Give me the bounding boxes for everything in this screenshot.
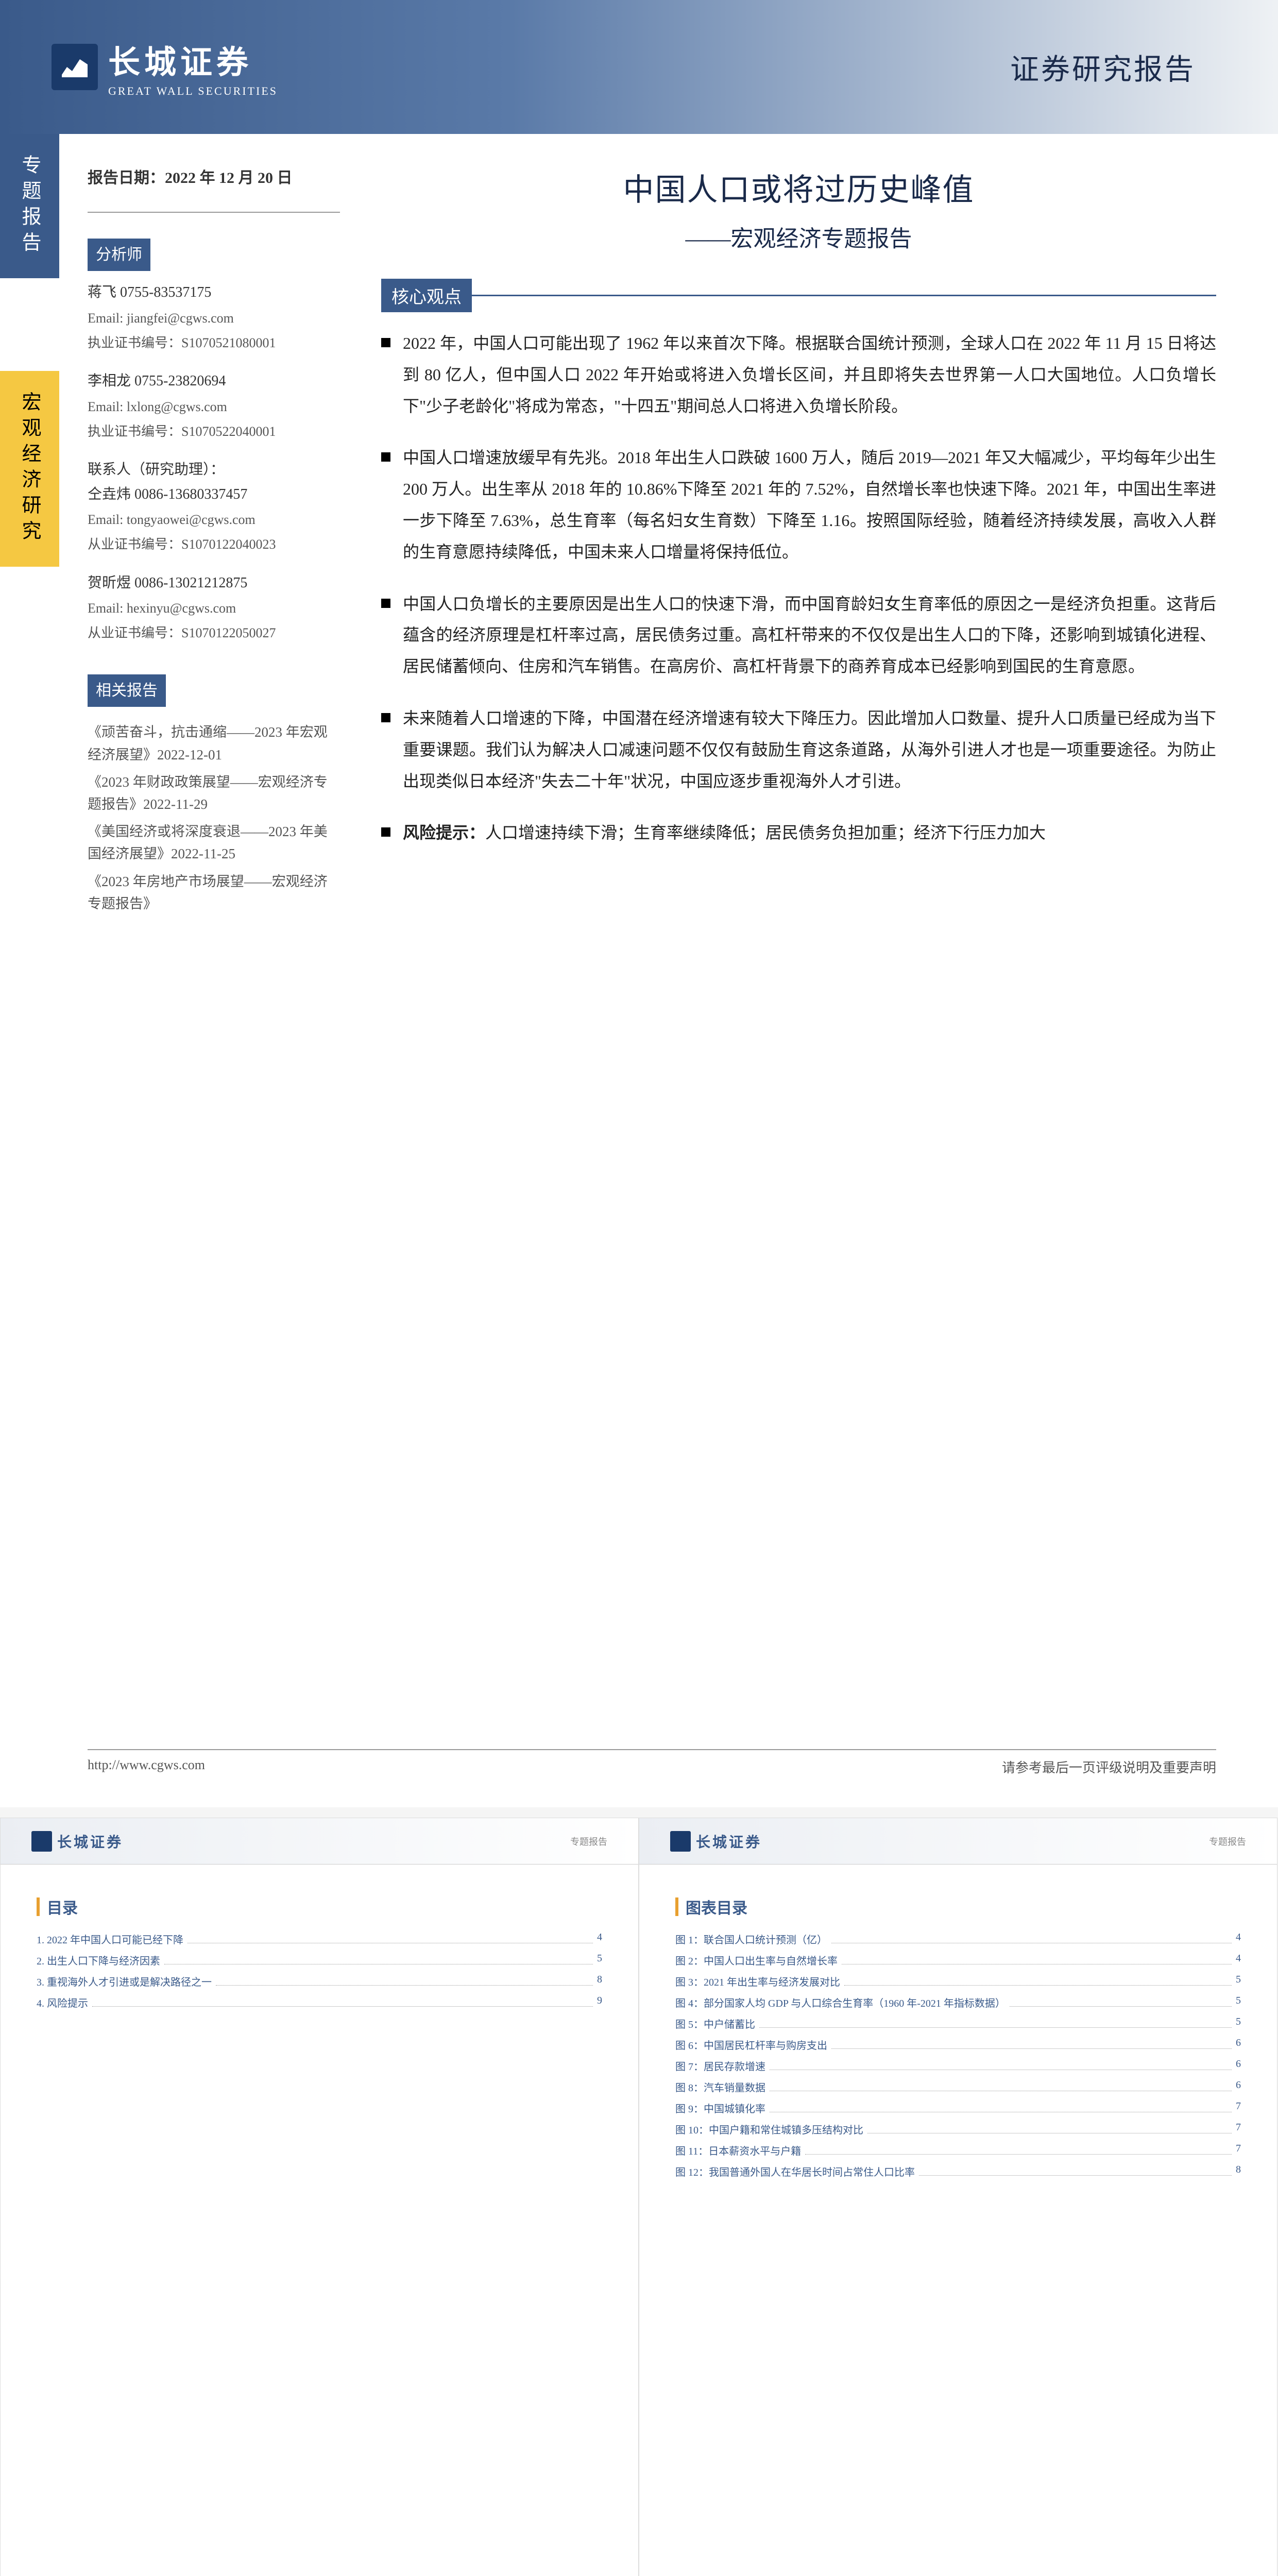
related-section-head: 相关报告 <box>88 674 166 707</box>
toc-fig-item: 图 11：日本薪资水平与户籍7 <box>675 2140 1241 2161</box>
main-column: 中国人口或将过历史峰值 ——宏观经济专题报告 核心观点 2022 年，中国人口可… <box>366 165 1216 920</box>
toc-item: 1. 2022 年中国人口可能已经下降4 <box>37 1928 602 1950</box>
related-4: 《2023 年房地产市场展望——宏观经济专题报告》 <box>88 871 340 915</box>
related-1: 《顽苦奋斗，抗击通缩——2023 年宏观经济展望》2022-12-01 <box>88 721 340 766</box>
bullet-1: 2022 年，中国人口可能出现了 1962 年以来首次下降。根据联合国统计预测，… <box>381 328 1216 421</box>
footer-disclaimer: 请参考最后一页评级说明及重要声明 <box>1002 1757 1216 1776</box>
sp-header: 长城证券 专题报告 <box>1 1818 638 1865</box>
toc-fig-item: 图 7：居民存款增速6 <box>675 2055 1241 2076</box>
analyst-section-head: 分析师 <box>88 239 150 271</box>
toc-item: 4. 风险提示9 <box>37 1992 602 2013</box>
toc-fig-item: 图 6：中国居民杠杆率与购房支出6 <box>675 2034 1241 2055</box>
toc-fig-item: 图 9：中国城镇化率7 <box>675 2097 1241 2119</box>
bullet-3: 中国人口负增长的主要原因是出生人口的快速下滑，而中国育龄妇女生育率低的原因之一是… <box>381 588 1216 682</box>
related-3: 《美国经济或将深度衰退——2023 年美国经济展望》2022-11-25 <box>88 821 340 865</box>
report-subtitle: ——宏观经济专题报告 <box>381 220 1216 253</box>
toc-fig-item: 图 12：我国普通外国人在华居长时间占常住人口比率8 <box>675 2161 1241 2182</box>
toc-fig-item: 图 5：中户储蓄比5 <box>675 2013 1241 2034</box>
fig-toc-title: 图表目录 <box>675 1895 1241 1918</box>
toc-fig-item: 图 2：中国人口出生率与自然增长率4 <box>675 1950 1241 1971</box>
toc-fig-item: 图 10：中国户籍和常住城镇多压结构对比7 <box>675 2119 1241 2140</box>
brand-name-cn: 长城证券 <box>108 36 278 82</box>
toc-fig-item: 图 4：部分国家人均 GDP 与人口综合生育率（1960 年-2021 年指标数… <box>675 1992 1241 2013</box>
bullet-risk: 风险提示：人口增速持续下滑；生育率继续降低；居民债务负担加重；经济下行压力加大 <box>381 817 1216 849</box>
sp-logo-icon <box>31 1831 52 1852</box>
toc-item: 3. 重视海外人才引进或是解决路径之一8 <box>37 1971 602 1992</box>
rail-tag-macro: 宏观经济研究 <box>0 371 59 567</box>
footer-url: http://www.cgws.com <box>88 1757 205 1776</box>
analyst-2: 李相龙 0755-23820694 Email: lxlong@cgws.com… <box>88 369 340 443</box>
logo-block: 长城证券 GREAT WALL SECURITIES <box>52 36 278 98</box>
key-points-list: 2022 年，中国人口可能出现了 1962 年以来首次下降。根据联合国统计预测，… <box>381 328 1216 849</box>
key-points-head: 核心观点 <box>381 279 1216 312</box>
report-title: 中国人口或将过历史峰值 <box>381 165 1216 210</box>
left-rail: 专题报告 宏观经济研究 <box>0 134 57 951</box>
logo-icon <box>52 44 98 90</box>
cover-page: 长城证券 GREAT WALL SECURITIES 证券研究报告 专题报告 宏… <box>0 0 1278 1807</box>
page-toc: 长城证券 专题报告 目录 1. 2022 年中国人口可能已经下降4 2. 出生人… <box>0 1818 639 2576</box>
related-2: 《2023 年财政政策展望——宏观经济专题报告》2022-11-29 <box>88 771 340 816</box>
sidebar: 报告日期：2022 年 12 月 20 日 分析师 蒋飞 0755-835371… <box>88 165 366 920</box>
bullet-4: 未来随着人口增速的下降，中国潜在经济增速有较大下降压力。因此增加人口数量、提升人… <box>381 703 1216 796</box>
toc-item: 2. 出生人口下降与经济因素5 <box>37 1950 602 1971</box>
toc-fig-item: 图 1：联合国人口统计预测（亿）4 <box>675 1928 1241 1950</box>
contact-2: 贺昕煜 0086-13021212875 Email: hexinyu@cgws… <box>88 571 340 645</box>
brand-name-en: GREAT WALL SECURITIES <box>108 84 278 98</box>
toc-fig-item: 图 8：汽车销量数据6 <box>675 2076 1241 2097</box>
analyst-1: 蒋飞 0755-83537175 Email: jiangfei@cgws.co… <box>88 280 340 354</box>
contact-1: 仝垚炜 0086-13680337457 Email: tongyaowei@c… <box>88 482 340 556</box>
report-type: 证券研究报告 <box>1010 46 1196 88</box>
page-fig-toc: 长城证券 专题报告 图表目录 图 1：联合国人口统计预测（亿）4 图 2：中国人… <box>639 1818 1277 2576</box>
page-footer: http://www.cgws.com 请参考最后一页评级说明及重要声明 <box>88 1749 1216 1776</box>
bullet-2: 中国人口增速放缓早有先兆。2018 年出生人口跌破 1600 万人，随后 201… <box>381 442 1216 567</box>
toc-fig-item: 图 3：2021 年出生率与经济发展对比5 <box>675 1971 1241 1992</box>
contact-section-head: 联系人（研究助理）： <box>88 457 340 482</box>
sp-header: 长城证券 专题报告 <box>639 1818 1277 1865</box>
toc-title: 目录 <box>37 1895 602 1918</box>
report-date: 报告日期：2022 年 12 月 20 日 <box>88 165 340 191</box>
rail-tag-topic: 专题报告 <box>0 134 59 278</box>
header-band: 长城证券 GREAT WALL SECURITIES 证券研究报告 <box>0 0 1278 134</box>
